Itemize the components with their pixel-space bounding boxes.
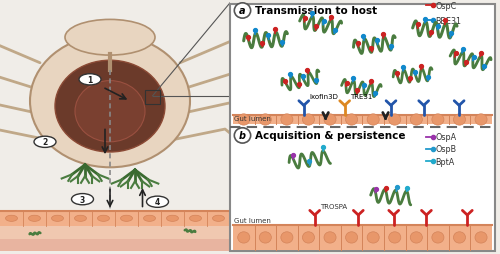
Bar xyxy=(0,211,230,226)
Text: TRE31: TRE31 xyxy=(350,94,372,100)
Text: 4: 4 xyxy=(155,197,160,207)
Text: OspB: OspB xyxy=(436,145,457,154)
Bar xyxy=(0,239,230,251)
Circle shape xyxy=(281,232,293,243)
Circle shape xyxy=(454,232,466,243)
Text: a: a xyxy=(239,6,246,17)
Circle shape xyxy=(120,215,132,221)
Text: 1: 1 xyxy=(88,75,92,85)
Circle shape xyxy=(52,215,64,221)
Text: b: b xyxy=(239,131,246,141)
Circle shape xyxy=(281,114,293,126)
Circle shape xyxy=(234,128,250,144)
Text: Acquisition & persistence: Acquisition & persistence xyxy=(255,131,405,141)
Circle shape xyxy=(190,215,202,221)
Circle shape xyxy=(454,114,466,126)
Circle shape xyxy=(238,232,250,243)
Bar xyxy=(233,116,492,124)
Circle shape xyxy=(432,232,444,243)
Circle shape xyxy=(410,114,422,126)
Circle shape xyxy=(367,232,379,243)
Ellipse shape xyxy=(55,61,165,152)
Circle shape xyxy=(98,215,110,221)
Ellipse shape xyxy=(65,20,155,56)
Circle shape xyxy=(302,232,314,243)
Text: Ixofin3D: Ixofin3D xyxy=(309,94,338,100)
Circle shape xyxy=(388,232,401,243)
Circle shape xyxy=(144,215,156,221)
Ellipse shape xyxy=(30,36,190,168)
Circle shape xyxy=(260,232,272,243)
Circle shape xyxy=(212,215,224,221)
Circle shape xyxy=(346,232,358,243)
Circle shape xyxy=(432,114,444,126)
Circle shape xyxy=(72,194,94,205)
Circle shape xyxy=(166,215,178,221)
FancyBboxPatch shape xyxy=(230,5,494,251)
Circle shape xyxy=(475,114,487,126)
Circle shape xyxy=(324,114,336,126)
Circle shape xyxy=(475,232,487,243)
Circle shape xyxy=(346,114,358,126)
Text: TROSPA: TROSPA xyxy=(320,203,347,209)
Circle shape xyxy=(260,114,272,126)
Text: 2: 2 xyxy=(42,138,48,147)
Circle shape xyxy=(410,232,422,243)
Text: Gut lumen: Gut lumen xyxy=(234,217,271,224)
Circle shape xyxy=(34,137,56,148)
Text: 3: 3 xyxy=(80,195,85,204)
Circle shape xyxy=(74,215,86,221)
Text: Gut lumen: Gut lumen xyxy=(234,116,271,122)
Ellipse shape xyxy=(75,81,145,142)
Circle shape xyxy=(238,114,250,126)
Circle shape xyxy=(28,215,40,221)
Circle shape xyxy=(234,4,250,19)
Bar xyxy=(233,225,492,250)
Bar xyxy=(0,226,230,239)
Circle shape xyxy=(79,74,101,86)
Text: OspC: OspC xyxy=(436,2,457,11)
Circle shape xyxy=(367,114,379,126)
Circle shape xyxy=(388,114,401,126)
Text: Transmission to host: Transmission to host xyxy=(255,6,377,17)
Text: OspA: OspA xyxy=(436,133,457,142)
Bar xyxy=(145,90,160,104)
Text: BptA: BptA xyxy=(436,157,455,166)
Text: BBE31: BBE31 xyxy=(436,17,462,26)
Circle shape xyxy=(302,114,314,126)
Circle shape xyxy=(324,232,336,243)
Circle shape xyxy=(146,196,169,208)
Circle shape xyxy=(6,215,18,221)
